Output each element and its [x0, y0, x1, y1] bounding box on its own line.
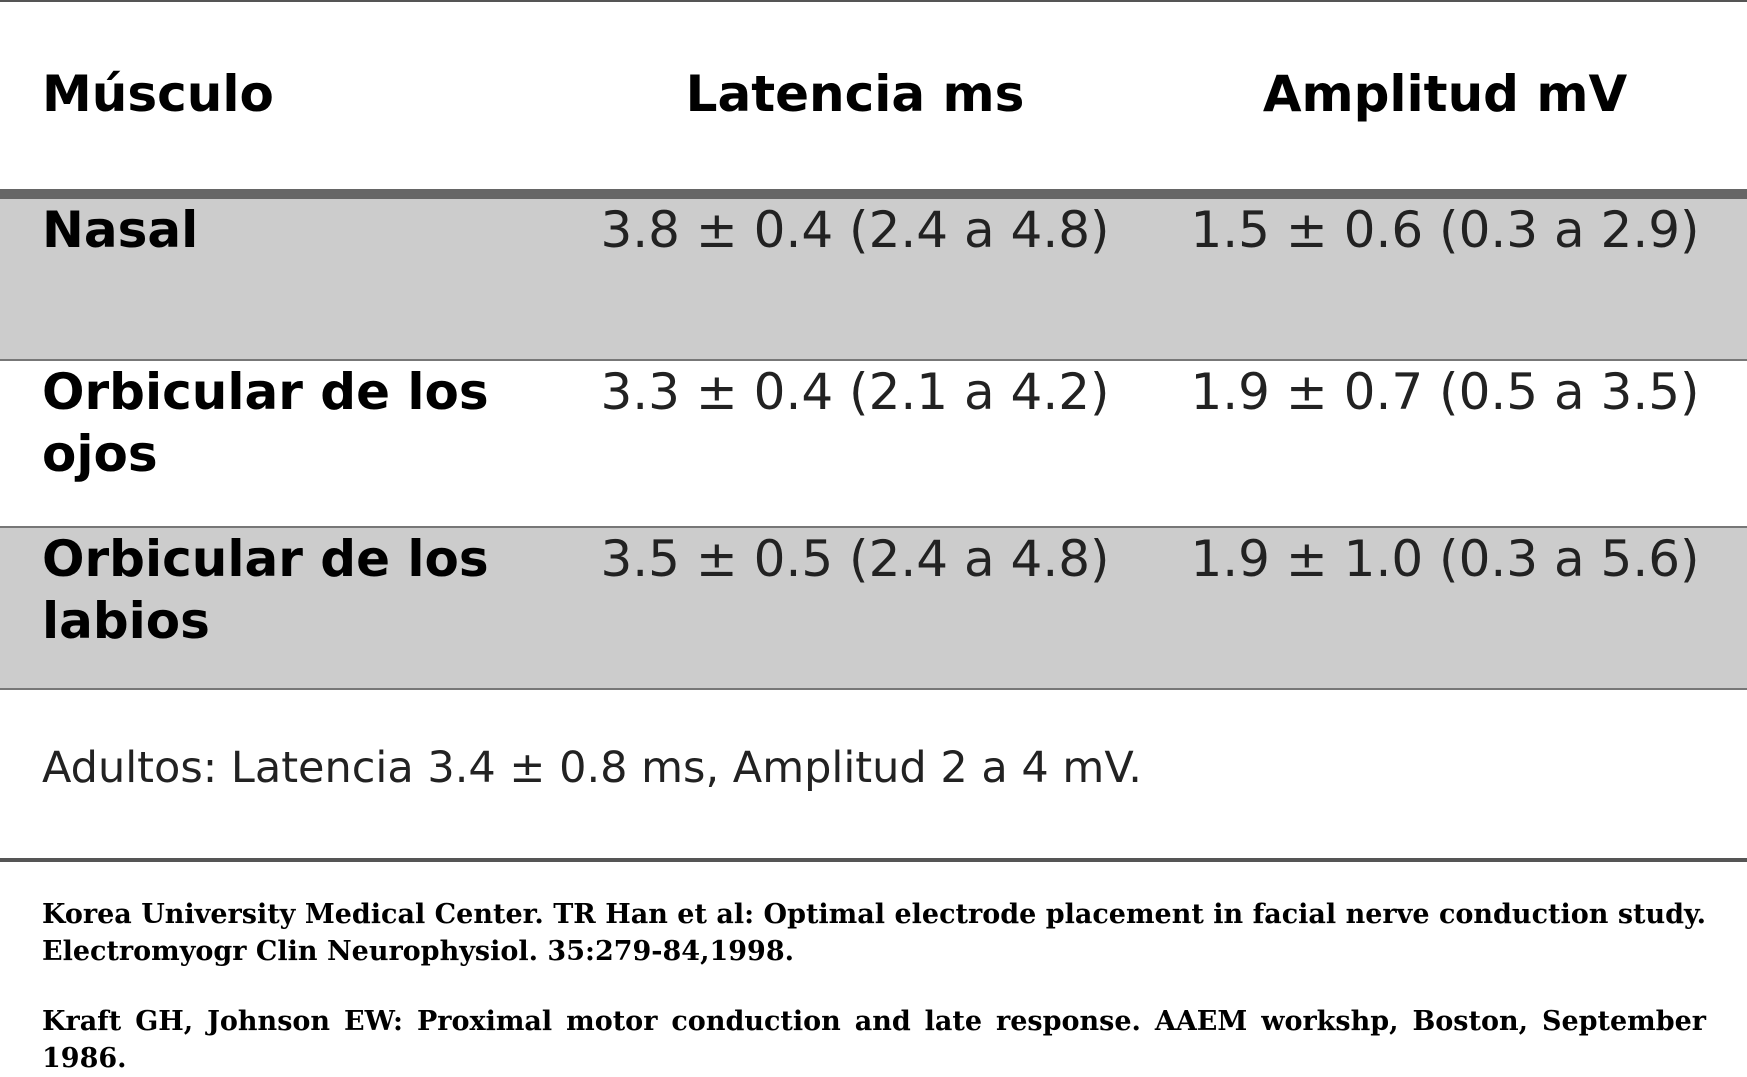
table-row: Orbicular de los labios 3.5 ± 0.5 (2.4 a… [0, 528, 1747, 688]
row-latency: 3.8 ± 0.4 (2.4 a 4.8) [600, 201, 1110, 259]
row-latency: 3.3 ± 0.4 (2.1 a 4.2) [600, 363, 1110, 421]
row-amplitude: 1.9 ± 0.7 (0.5 a 3.5) [1190, 363, 1700, 421]
row-divider [0, 359, 1747, 361]
top-rule [0, 0, 1747, 2]
table-row: Orbicular de los ojos 3.3 ± 0.4 (2.1 a 4… [0, 361, 1747, 526]
row-latency: 3.5 ± 0.5 (2.4 a 4.8) [600, 530, 1110, 588]
row-muscle: Orbicular de los ojos [42, 363, 489, 483]
header-rule [0, 189, 1747, 199]
adults-note: Adultos: Latencia 3.4 ± 0.8 ms, Amplitud… [42, 743, 1142, 793]
table-row: Nasal 3.8 ± 0.4 (2.4 a 4.8) 1.5 ± 0.6 (0… [0, 199, 1747, 359]
row-amplitude: 1.5 ± 0.6 (0.3 a 2.9) [1190, 201, 1700, 259]
row-muscle: Orbicular de los labios [42, 530, 489, 650]
row-muscle: Nasal [42, 201, 199, 259]
table-bottom-rule [0, 688, 1747, 690]
row-amplitude: 1.9 ± 1.0 (0.3 a 5.6) [1190, 530, 1700, 588]
header-muscle: Músculo [42, 65, 274, 123]
header-amplitude: Amplitud mV [1262, 65, 1628, 123]
row-divider [0, 526, 1747, 528]
reference-1: Korea University Medical Center. TR Han … [42, 899, 1706, 967]
references-rule [0, 858, 1747, 862]
table-header: Músculo Latencia ms Amplitud mV [0, 2, 1747, 190]
header-latency: Latencia ms [685, 65, 1025, 123]
reference-2: Kraft GH, Johnson EW: Proximal motor con… [42, 1006, 1706, 1074]
